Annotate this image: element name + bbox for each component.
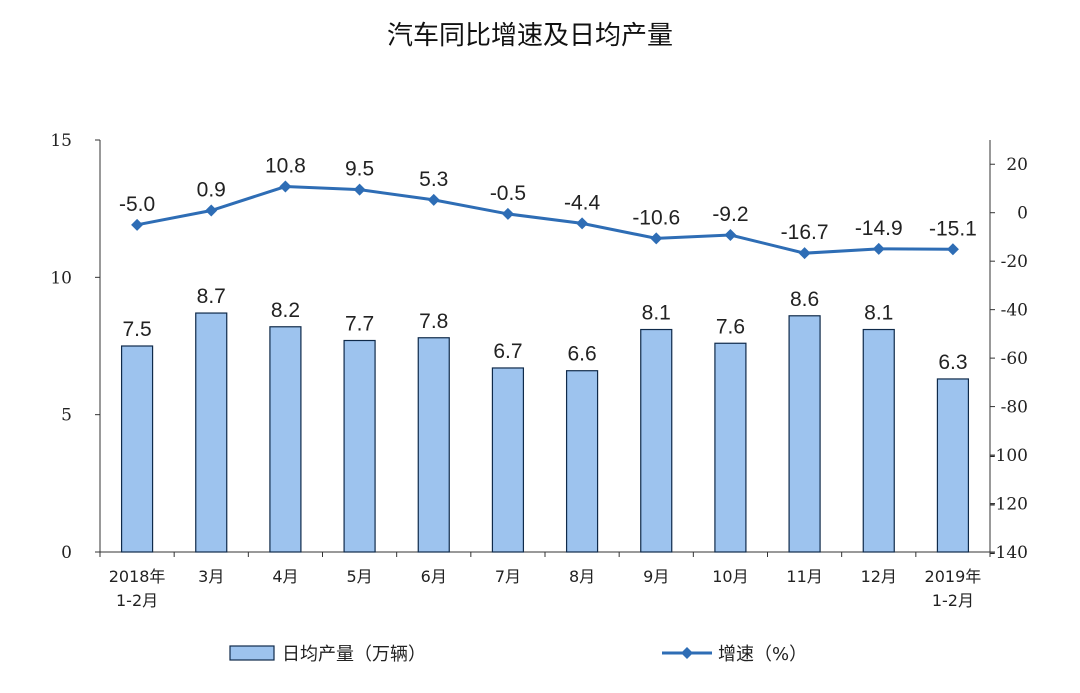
line-data-label: 5.3 [419,168,448,191]
category-label: 10月 [712,567,748,586]
y-right-tick-label: -60 [1001,349,1028,369]
legend-bar-label: 日均产量（万辆） [282,644,426,665]
line-point [724,229,737,242]
category-label: 4月 [272,567,298,586]
y-right-tick-label: 0 [1017,204,1028,224]
category-label: 8月 [569,567,595,586]
category-label: 2019年 [925,567,982,586]
bar [417,337,450,553]
category-label: 7月 [495,567,521,586]
chart-title: 汽车同比增速及日均产量 [387,21,673,51]
y-left-tick-label: 0 [61,543,72,563]
line-point [872,242,885,255]
y-right-tick-label: -80 [1001,398,1028,418]
y-left-tick-label: 5 [61,406,72,426]
line-data-label: 10.8 [265,155,306,178]
y-left-tick-label: 10 [50,268,72,288]
y-right-tick-label: 20 [1006,155,1028,175]
bar [936,378,970,553]
line-data-label: -10.6 [632,206,680,229]
bar [195,312,228,553]
category-labels: 2018年 1-2月 3月 4月 5月 6月 7月 8月 9月 10月 11月 12月 2019年 1-2… [109,567,982,610]
line-data-label: -4.4 [564,191,601,214]
line-point [798,247,811,260]
category-label: 1-2月 [116,591,158,610]
line-point [279,180,292,193]
line-data-label: -9.2 [712,203,748,226]
bar-series: 7.5 8.7 8.2 7.7 7.8 6.7 6.6 8.1 7.6 8.6 8.1 6.3 [120,285,970,553]
line-data-label: 0.9 [197,179,226,202]
bar-data-label: 6.6 [567,343,596,366]
bar-data-label: 8.1 [864,302,893,325]
bar [714,342,747,553]
category-label: 3月 [198,567,224,586]
category-label: 2018年 [109,567,166,586]
legend: 日均产量（万辆） 增速（%） [229,644,807,665]
line-data-label: 9.5 [345,158,374,181]
y-right-tick-label: -140 [990,543,1028,563]
legend-line-marker [681,647,693,659]
bar-data-label: 6.3 [938,351,967,374]
line-data-label: -5.0 [119,193,155,216]
legend-line-label: 增速（%） [718,644,807,665]
bar [343,339,376,553]
bar-data-label: 7.5 [122,318,151,341]
bar-data-label: 8.7 [197,285,226,308]
y-left-tick-label: 15 [50,131,72,151]
bar [565,370,599,553]
axes: 0 5 10 15 20 0 -20 -40 -60 -80 -100 -120 -140 [50,131,1028,563]
bar [640,328,673,553]
line-data-label: -0.5 [490,182,526,205]
bar [862,328,895,553]
bar-data-label: 8.2 [271,299,300,322]
y-right-tick-label: -20 [1001,252,1028,272]
line-point [946,243,959,256]
bar [491,367,525,553]
category-label: 9月 [643,567,669,586]
y-right-tick-label: -120 [990,495,1028,515]
line-point [650,232,663,245]
category-label: 12月 [861,567,897,586]
category-label: 5月 [346,567,372,586]
bar [788,315,821,553]
line-series: -5.0 0.9 10.8 9.5 5.3 -0.5 -4.4 -10.6 -9.2 -16.7 -… [119,155,977,260]
bar-data-label: 8.6 [790,288,819,311]
growth-line [136,185,953,255]
line-data-label: -16.7 [781,221,829,244]
y-right-tick-label: -40 [1001,301,1028,321]
category-label: 6月 [421,567,447,586]
bar [269,326,302,553]
line-point [427,193,440,206]
y-right-tick-label: -100 [990,446,1028,466]
line-point [353,183,366,196]
bar-data-label: 6.7 [493,340,522,363]
bar-data-label: 8.1 [642,302,671,325]
line-point [501,207,514,220]
bar [120,345,154,553]
line-data-label: -15.1 [929,217,977,240]
category-label: 11月 [786,567,822,586]
legend-bar-swatch [229,645,275,661]
line-point [131,218,144,231]
category-label: 1-2月 [932,591,974,610]
bar-data-label: 7.8 [419,310,448,333]
line-point [205,204,218,217]
line-data-label: -14.9 [855,217,903,240]
bar-data-label: 7.7 [345,313,374,336]
line-point [576,217,589,230]
bar-data-label: 7.6 [716,315,745,338]
